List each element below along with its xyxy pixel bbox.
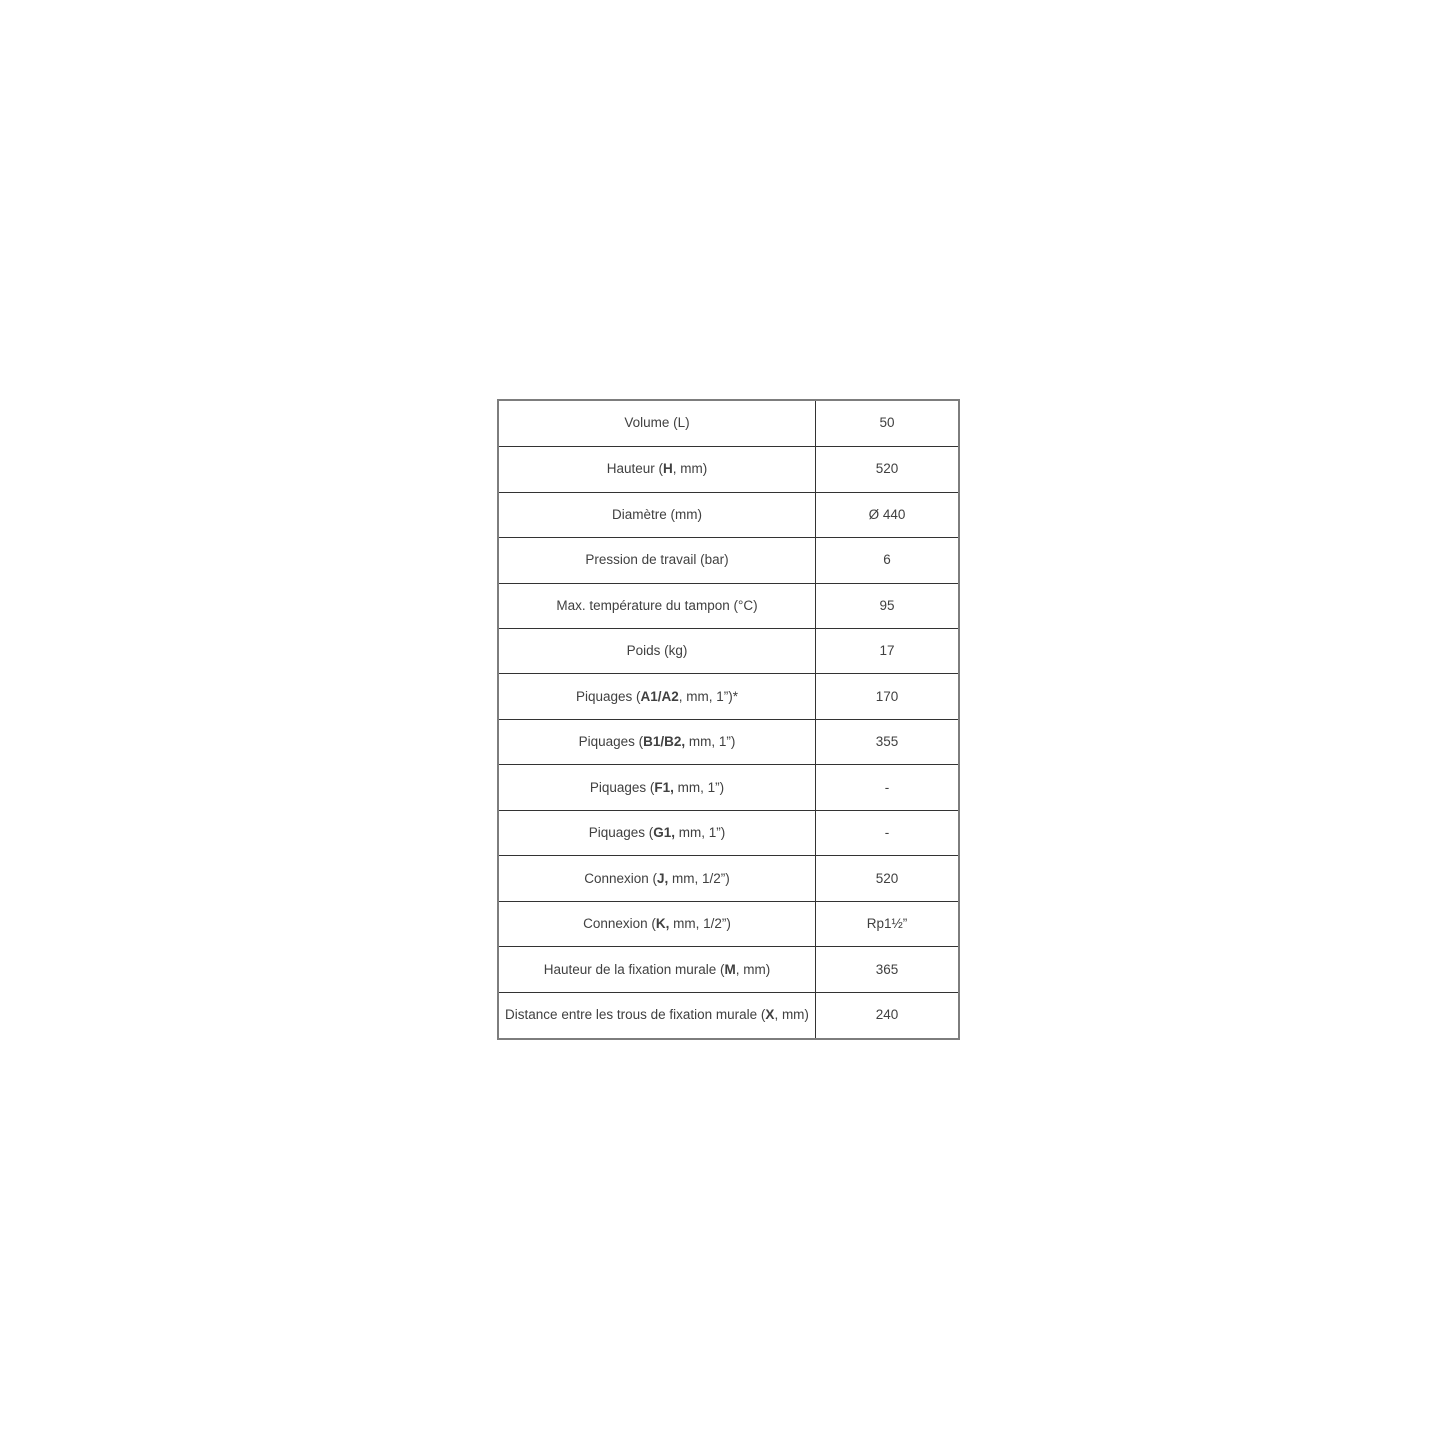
spec-value: - <box>884 825 890 841</box>
spec-label-cell: Piquages (F1, mm, 1”) <box>497 764 816 811</box>
spec-label-pre: Connexion ( <box>584 870 657 886</box>
spec-value: 355 <box>875 734 899 750</box>
spec-label-bold: H <box>663 461 673 477</box>
spec-value: 50 <box>879 415 895 431</box>
spec-label-post: mm, 1”) <box>673 779 725 795</box>
spec-value: - <box>884 779 890 795</box>
spec-label-cell: Piquages (B1/B2, mm, 1”) <box>497 718 816 766</box>
spec-label-cell: Max. température du tampon (°C) <box>497 582 816 630</box>
spec-label-cell: Pression de travail (bar) <box>497 537 816 584</box>
spec-value-cell: 355 <box>815 718 960 766</box>
spec-value: Ø 440 <box>868 506 906 522</box>
spec-label-post: mm, 1/2”) <box>668 870 730 886</box>
spec-value-cell: Ø 440 <box>815 491 960 539</box>
spec-label-pre: Piquages ( <box>578 734 644 750</box>
spec-label-pre: Piquages ( <box>588 825 654 841</box>
spec-label-pre: Connexion ( <box>583 916 656 932</box>
spec-label-pre: Distance entre les trous de fixation mur… <box>505 1007 766 1023</box>
spec-value: 520 <box>875 870 899 886</box>
spec-value-cell: 50 <box>815 399 960 448</box>
spec-label-cell: Volume (L) <box>497 399 816 448</box>
spec-label-post: , mm, 1”)* <box>678 688 739 704</box>
spec-value: 95 <box>879 597 895 613</box>
table-row: Volume (L) 50 <box>497 399 960 448</box>
spec-label-cell: Distance entre les trous de fixation mur… <box>497 991 816 1040</box>
spec-value: 240 <box>875 1007 899 1023</box>
spec-value-cell: 365 <box>815 946 960 993</box>
spec-label-bold: J, <box>657 870 669 886</box>
spec-value-cell: 95 <box>815 582 960 630</box>
table-row: Pression de travail (bar) 6 <box>497 537 960 584</box>
spec-label-post: mm, 1”) <box>675 825 726 841</box>
spec-label-cell: Connexion (K, mm, 1/2”) <box>497 900 816 948</box>
spec-label-cell: Connexion (J, mm, 1/2”) <box>497 855 816 902</box>
spec-label-bold: G1, <box>653 825 676 841</box>
table-row: Piquages (A1/A2, mm, 1”)* 170 <box>497 673 960 720</box>
table-row: Max. température du tampon (°C) 95 <box>497 582 960 630</box>
spec-value: 520 <box>875 461 899 477</box>
spec-label-pre: Pression de travail (bar) <box>585 552 729 568</box>
spec-label-post: mm, 1”) <box>685 734 736 750</box>
spec-label-pre: Piquages ( <box>589 779 655 795</box>
spec-value-cell: 240 <box>815 991 960 1040</box>
spec-label-cell: Piquages (G1, mm, 1”) <box>497 809 816 857</box>
spec-label-pre: Volume (L) <box>624 415 690 431</box>
spec-label-post: mm, 1/2”) <box>669 916 731 932</box>
table-row: Piquages (G1, mm, 1”) - <box>497 809 960 857</box>
spec-label-pre: Hauteur de la fixation murale ( <box>543 961 725 977</box>
spec-label-post: , mm) <box>735 961 771 977</box>
spec-value: 17 <box>879 643 895 659</box>
spec-label-post: , mm) <box>672 461 708 477</box>
spec-label-bold: F1, <box>654 779 674 795</box>
spec-value: 170 <box>875 688 899 704</box>
spec-value-cell: 520 <box>815 446 960 493</box>
spec-label-cell: Hauteur (H, mm) <box>497 446 816 493</box>
spec-value-cell: - <box>815 809 960 857</box>
spec-value-cell: Rp1½” <box>815 900 960 948</box>
spec-label-pre: Piquages ( <box>575 688 641 704</box>
spec-value-cell: 520 <box>815 855 960 902</box>
spec-label-bold: M <box>724 961 736 977</box>
spec-label-bold: K, <box>655 916 670 932</box>
spec-value-cell: 170 <box>815 673 960 720</box>
table-row: Connexion (J, mm, 1/2”) 520 <box>497 855 960 902</box>
spec-label-pre: Hauteur ( <box>606 461 664 477</box>
spec-label-cell: Diamètre (mm) <box>497 491 816 539</box>
spec-label-pre: Diamètre (mm) <box>612 506 702 522</box>
table-row: Piquages (B1/B2, mm, 1”) 355 <box>497 718 960 766</box>
table-row: Hauteur (H, mm) 520 <box>497 446 960 493</box>
spec-label-bold: B1/B2, <box>643 734 686 750</box>
spec-value: Rp1½” <box>866 916 908 932</box>
spec-label-cell: Piquages (A1/A2, mm, 1”)* <box>497 673 816 720</box>
table-row: Poids (kg) 17 <box>497 627 960 675</box>
spec-value: 6 <box>883 552 891 568</box>
spec-label-pre: Poids (kg) <box>626 643 688 659</box>
spec-label-bold: X <box>765 1007 775 1023</box>
table-row: Distance entre les trous de fixation mur… <box>497 991 960 1040</box>
spec-value-cell: 6 <box>815 537 960 584</box>
spec-value-cell: 17 <box>815 627 960 675</box>
table-row: Hauteur de la fixation murale (M, mm) 36… <box>497 946 960 993</box>
table-row: Connexion (K, mm, 1/2”) Rp1½” <box>497 900 960 948</box>
spec-value-cell: - <box>815 764 960 811</box>
spec-table-body: Volume (L) 50 Hauteur (H, mm) 520 Diamèt… <box>497 399 960 1040</box>
spec-label-cell: Poids (kg) <box>497 627 816 675</box>
spec-label-cell: Hauteur de la fixation murale (M, mm) <box>497 946 816 993</box>
spec-label-pre: Max. température du tampon (°C) <box>556 597 758 613</box>
spec-label-post: , mm) <box>774 1007 809 1023</box>
spec-table: Volume (L) 50 Hauteur (H, mm) 520 Diamèt… <box>497 399 960 1040</box>
spec-value: 365 <box>875 961 899 977</box>
table-row: Piquages (F1, mm, 1”) - <box>497 764 960 811</box>
spec-label-bold: A1/A2 <box>640 688 679 704</box>
table-row: Diamètre (mm) Ø 440 <box>497 491 960 539</box>
